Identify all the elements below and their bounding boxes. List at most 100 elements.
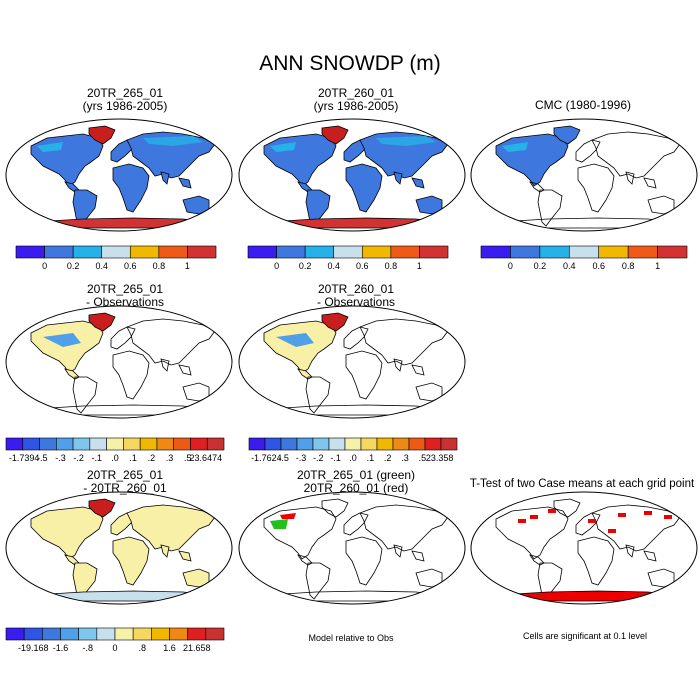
colorbar-tick-label: 0.6 — [356, 261, 369, 271]
map-panel-3 — [470, 118, 698, 232]
land-greenland — [88, 125, 116, 145]
colorbar-swatch — [5, 627, 25, 641]
colorbar-swatch — [390, 245, 420, 259]
land-samerica — [537, 189, 563, 227]
land-seasia — [178, 177, 192, 189]
colorbar-tick-label: 0.4 — [95, 261, 108, 271]
panel-title-line1: T-Test of two Case means at each grid po… — [469, 478, 695, 490]
land-europe — [343, 512, 369, 536]
land-europe — [343, 139, 369, 163]
colorbar-swatch — [360, 437, 378, 451]
significant-cell — [644, 511, 652, 515]
colorbar-tick-label: 0 — [112, 643, 117, 653]
land-africa — [345, 536, 383, 586]
land-asia — [591, 131, 681, 179]
colorbar-swatch — [312, 437, 330, 451]
panel-title-line2: (yrs 1986-2005) — [313, 99, 399, 113]
significant-cell — [548, 509, 556, 513]
colorbar-tick-label: 0.6 — [124, 261, 137, 271]
colorbar-tick-label: -.2 — [73, 453, 84, 463]
colorbar-panel-7: -19.168 -1.6 -.8 0 .8 1.6 21.658 — [5, 627, 225, 653]
land-seasia — [178, 550, 192, 562]
panel-title-line1: 20TR_265_01 (green) — [296, 468, 416, 482]
panel-title-line2: (yrs 1986-2005) — [82, 99, 168, 113]
colorbar-swatch — [328, 437, 346, 451]
land-seasia — [643, 550, 657, 562]
colorbar-tick-label: 0.2 — [534, 261, 547, 271]
land-asia — [359, 318, 449, 366]
snow-cyan-patch — [270, 142, 296, 152]
colorbar-swatch — [23, 627, 43, 641]
panel-title-p4: 20TR_265_01 - Observations — [5, 283, 245, 309]
colorbar-tick-label: 0.8 — [622, 261, 635, 271]
land-namerica — [263, 133, 337, 187]
colorbar-swatch — [151, 627, 170, 641]
land-asia — [591, 504, 681, 552]
land-seasia — [411, 364, 425, 376]
land-seasia — [411, 550, 425, 562]
page-title: ANN SNOWDP (m) — [259, 52, 441, 75]
colorbar-panel-1: 0 0.2 0.4 0.6 0.8 1 — [15, 245, 217, 271]
colorbar-swatch — [408, 437, 426, 451]
colorbar-swatch — [96, 627, 116, 641]
colorbar-tick-label: -.1 — [92, 453, 103, 463]
colorbar-swatch — [72, 245, 103, 259]
panel-title-p2: 20TR_260_01 (yrs 1986-2005) — [236, 87, 476, 113]
land-africa — [345, 163, 383, 213]
colorbar-swatch — [187, 245, 217, 259]
colorbar-tick-label: -.5 — [37, 453, 48, 463]
colorbar-tick-label: 0.4 — [563, 261, 576, 271]
map-panel-9 — [470, 491, 698, 605]
colorbar-tick-label: .8 — [138, 643, 146, 653]
land-greenland — [321, 312, 349, 332]
panel-title-line1: 20TR_265_01 — [86, 86, 164, 100]
colorbar-swatch — [333, 245, 363, 259]
land-europe — [575, 139, 601, 163]
significant-cell — [518, 519, 526, 523]
land-india — [160, 358, 170, 372]
panel-title-line1: 20TR_265_01 — [86, 468, 164, 482]
colorbar-swatch — [627, 245, 658, 259]
colorbar-swatch — [205, 627, 225, 641]
significant-cell — [608, 529, 616, 533]
colorbar-swatch — [129, 245, 160, 259]
colorbar-tick-label: .3 — [166, 453, 174, 463]
land-india — [160, 171, 170, 185]
panel-title-p9: T-Test of two Case means at each grid po… — [466, 478, 698, 491]
land-india — [625, 544, 635, 558]
colorbar-swatch — [424, 437, 442, 451]
colorbar-swatch — [480, 245, 511, 259]
snow-cyan-asia — [143, 136, 203, 146]
colorbar-swatch — [5, 437, 24, 451]
land-india — [393, 171, 403, 185]
land-samerica — [72, 376, 98, 414]
colorbar-swatch — [39, 437, 57, 451]
land-camerica — [529, 181, 545, 193]
colorbar-swatch — [15, 245, 45, 259]
colorbar-swatch — [657, 245, 688, 259]
panel-title-line1: CMC (1980-1996) — [534, 98, 632, 112]
panel-title-line1: 20TR_265_01 — [86, 282, 164, 296]
land-africa — [577, 163, 615, 213]
map-panel-5 — [238, 305, 466, 419]
land-europe — [110, 512, 136, 536]
colorbar-tick-label: -1.6 — [53, 643, 69, 653]
colorbar-tick-label: 0.2 — [67, 261, 80, 271]
panel-title-p7: 20TR_265_01 - 20TR_260_01 — [5, 469, 245, 495]
colorbar-tick-label: 1 — [417, 261, 422, 271]
colorbar-tick-label: 0.2 — [299, 261, 312, 271]
snow-cyan-asia — [376, 136, 436, 146]
land-camerica — [297, 554, 313, 566]
land-samerica — [305, 562, 331, 600]
colorbar-tick-label: 0.8 — [385, 261, 398, 271]
panel-title-p3: CMC (1980-1996) — [463, 99, 700, 112]
colorbar-tick-label: .0 — [111, 453, 119, 463]
land-asia — [359, 504, 449, 552]
land-africa — [112, 350, 150, 400]
overlay-red-patch — [280, 513, 296, 519]
colorbar-swatch — [361, 245, 392, 259]
land-africa — [112, 536, 150, 586]
land-samerica — [305, 376, 331, 414]
land-greenland — [321, 125, 349, 145]
colorbar-tick-label: -1.7394 — [9, 453, 40, 463]
